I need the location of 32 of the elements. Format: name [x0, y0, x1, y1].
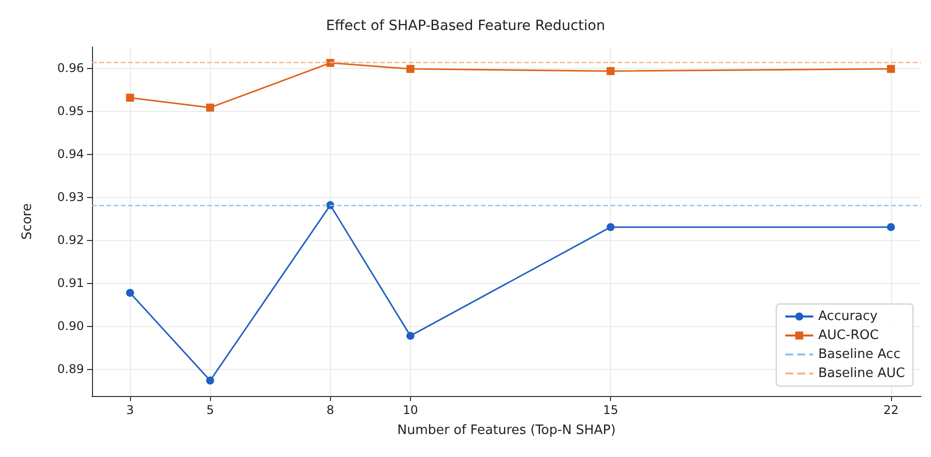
x-axis-title: Number of Features (Top-N SHAP) — [397, 423, 616, 438]
y-tick-label: 0.93 — [57, 190, 84, 204]
point — [206, 376, 214, 385]
legend-label: AUC-ROC — [818, 328, 879, 343]
point — [126, 94, 134, 102]
y-tick-label: 0.90 — [57, 318, 84, 333]
x-tick-label: 3 — [126, 403, 134, 417]
y-tick-label: 0.95 — [57, 104, 84, 118]
point — [606, 67, 615, 76]
point — [886, 64, 895, 73]
point — [406, 332, 414, 340]
x-tick-label: 8 — [326, 403, 334, 417]
point — [126, 288, 134, 297]
y-tick-label: 0.94 — [57, 147, 84, 162]
x-tick-label: 10 — [402, 403, 418, 417]
point — [606, 223, 615, 232]
x-tick-label: 22 — [883, 403, 899, 417]
y-tick-label: 0.91 — [57, 276, 84, 290]
legend-label: Baseline Acc — [818, 347, 900, 362]
y-tick-label: 0.92 — [57, 232, 84, 247]
point — [886, 223, 895, 232]
point — [406, 64, 414, 73]
y-tick-label: 0.96 — [57, 61, 84, 76]
legend-label: Accuracy — [818, 309, 878, 324]
chart-title: Effect of SHAP-Based Feature Reduction — [326, 18, 606, 34]
legend-label: Baseline AUC — [818, 366, 905, 381]
y-tick-label: 0.89 — [57, 362, 84, 376]
x-tick-label: 15 — [602, 403, 618, 417]
x-tick-label: 5 — [206, 403, 214, 417]
y-axis-title: Score — [20, 203, 35, 240]
point — [206, 104, 214, 112]
point — [326, 58, 334, 67]
